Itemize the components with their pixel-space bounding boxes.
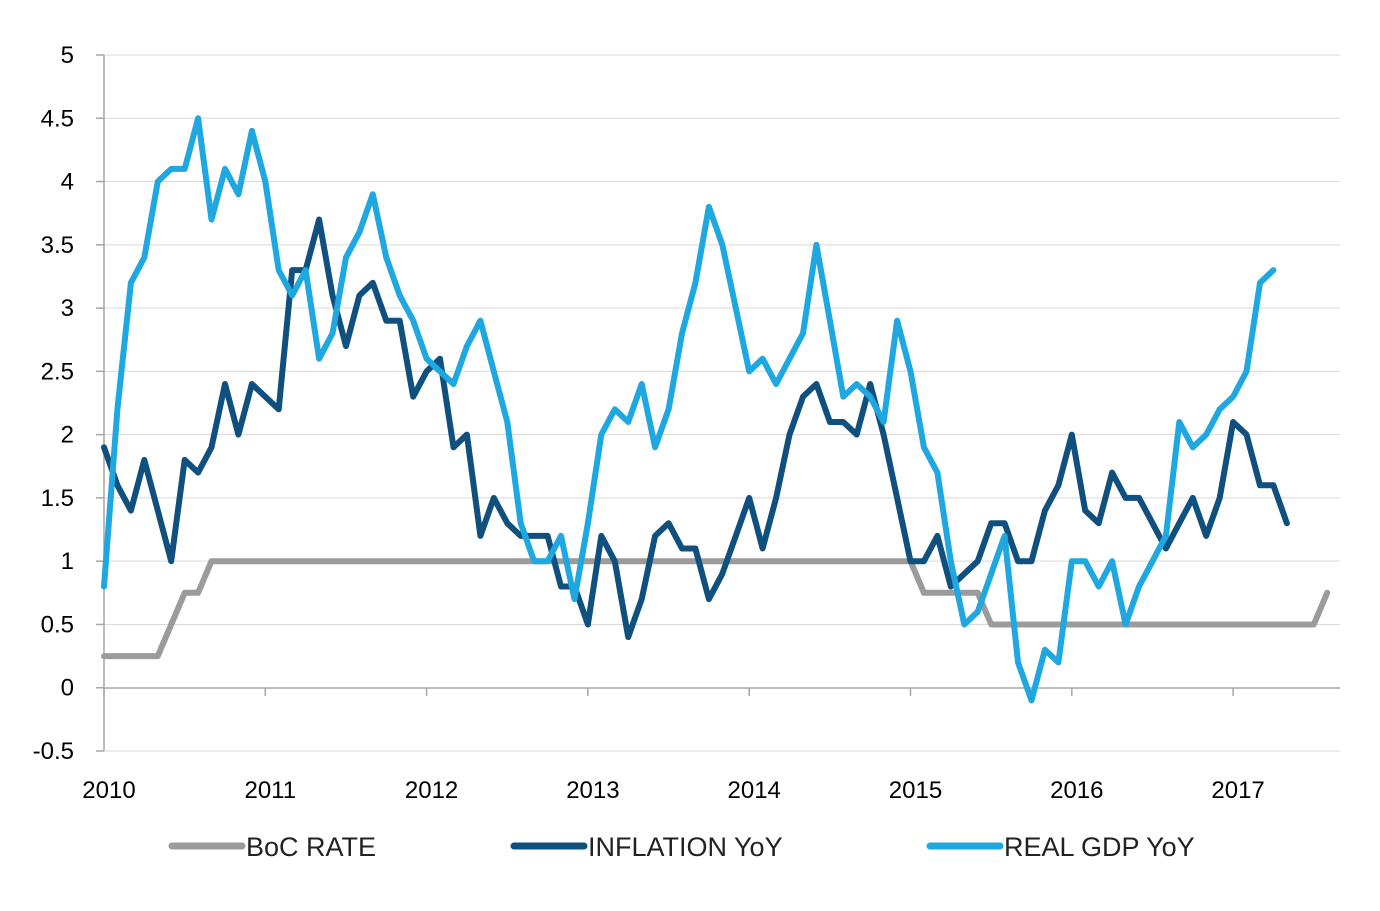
y-tick-label: 2: [61, 422, 74, 449]
series-line-1: [101, 558, 1331, 660]
x-tick-label: 2017: [1211, 777, 1264, 804]
legend-label: REAL GDP YoY: [1004, 832, 1195, 862]
y-tick-label: 3: [61, 295, 74, 322]
x-tick-label: 2013: [566, 777, 619, 804]
y-tick-label: 4: [61, 169, 74, 196]
y-tick-label: 3.5: [41, 232, 74, 259]
legend-label: INFLATION YoY: [588, 832, 783, 862]
y-tick-label: 0: [61, 675, 74, 702]
y-tick-label: 5: [61, 42, 74, 69]
y-tick-label: 1: [61, 548, 74, 575]
y-axis: 5 4.5 4 3.5 3 2.5 2 1.5 1 0.5 0 -0.5: [33, 42, 105, 765]
gridlines: [104, 54, 1340, 752]
legend: BoC RATE INFLATION YoY REAL GDP YoY: [168, 832, 1195, 862]
series-line-3: [101, 115, 1277, 704]
x-tick-label: 2010: [82, 777, 135, 804]
series-lines: [101, 115, 1331, 704]
x-tick-label: 2014: [728, 777, 781, 804]
legend-label: BoC RATE: [246, 832, 376, 862]
x-axis: 2010 2011 2012 2013 2014 2015 2016 2017: [82, 687, 1340, 804]
y-tick-label: -0.5: [33, 738, 74, 765]
y-tick-label: 4.5: [41, 105, 74, 132]
series-line-2: [101, 216, 1290, 641]
x-tick-label: 2012: [405, 777, 458, 804]
x-tick-label: 2011: [244, 777, 296, 804]
y-tick-label: 2.5: [41, 358, 74, 385]
y-tick-label: 1.5: [41, 485, 74, 512]
x-tick-label: 2016: [1050, 777, 1103, 804]
x-tick-label: 2015: [889, 777, 942, 804]
y-tick-label: 0.5: [41, 611, 74, 638]
